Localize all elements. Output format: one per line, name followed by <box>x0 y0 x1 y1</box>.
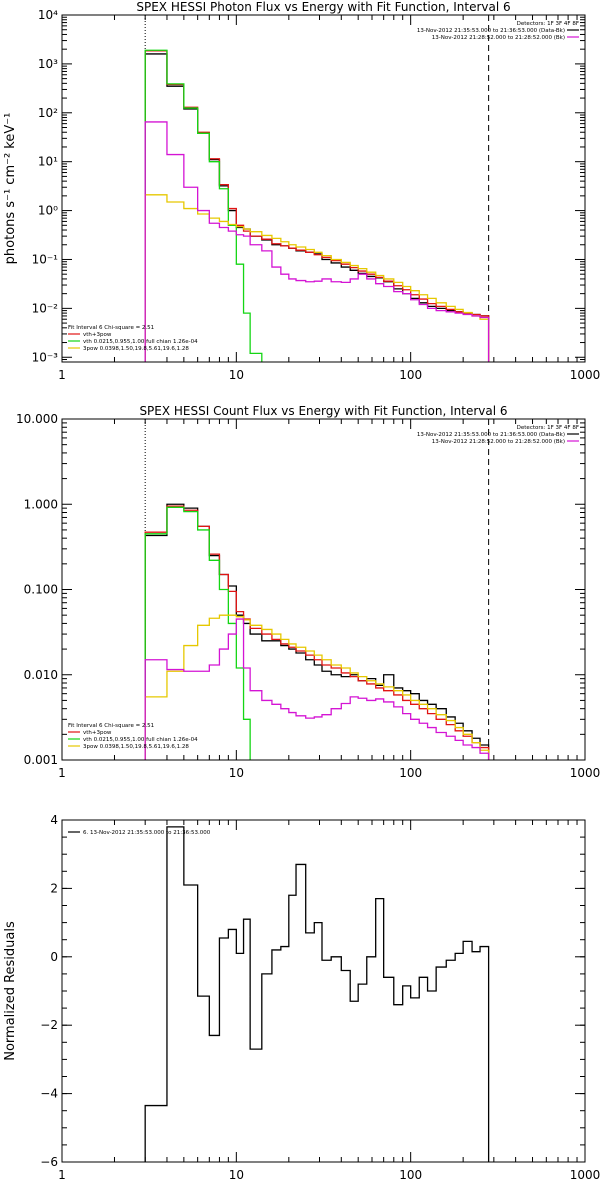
y-tick-label: 0.001 <box>24 753 58 767</box>
legend-fit-header: Fit Interval 6 Chi-square = 2.51 <box>68 325 154 331</box>
chart-title: SPEX HESSI Photon Flux vs Energy with Fi… <box>136 0 510 14</box>
series-group <box>144 49 490 362</box>
series-data <box>144 53 490 362</box>
legend-entry-label: 13-Nov-2012 21:35:53.000 to 21:36:53.000… <box>417 28 565 34</box>
series-group <box>144 503 490 760</box>
legend-entry-label: vth 0.0215,0.955,1.00 full chian 1.26e-0… <box>83 737 198 743</box>
y-tick-label: 0.010 <box>24 668 58 682</box>
y-tick-label: 10⁴ <box>38 8 58 22</box>
x-tick-label: 10 <box>229 766 244 780</box>
series-vth <box>144 49 263 362</box>
series-data <box>144 503 490 760</box>
x-tick-label: 1000 <box>570 368 600 382</box>
x-tick-label: 1000 <box>570 1168 600 1182</box>
plot-frame <box>61 14 586 363</box>
plot-frame <box>61 418 586 761</box>
chart-title: SPEX HESSI Count Flux vs Energy with Fit… <box>139 404 507 418</box>
series-group <box>144 826 490 1162</box>
legend-entry-label: vth+3pow <box>83 332 112 338</box>
y-tick-label: 10² <box>38 106 58 120</box>
series-3pow <box>144 614 490 760</box>
x-tick-label: 1000 <box>570 766 600 780</box>
x-tick-label: 1 <box>58 766 66 780</box>
legend-entry-label: 6. 13-Nov-2012 21:35:53.000 to 21:36:53.… <box>83 830 211 836</box>
x-tick-label: 1 <box>58 1168 66 1182</box>
plot-frame <box>61 819 586 1163</box>
chart-panel-count: SPEX HESSI Count Flux vs Energy with Fit… <box>16 404 600 780</box>
y-tick-label: 10⁻³ <box>32 350 59 364</box>
legend-entry-label: 13-Nov-2012 21:28:52.000 to 21:28:52.000… <box>432 35 565 41</box>
y-tick-label: 0.100 <box>24 583 58 597</box>
legend-entry-label: 3pow 0.0398,1.50,19.8,5.61,19.6,1.28 <box>83 744 189 750</box>
y-tick-label: 10¹ <box>38 155 58 169</box>
series-vth <box>144 506 251 760</box>
y-tick-label: 10³ <box>38 57 58 71</box>
legend-entry-label: vth 0.0215,0.955,1.00 full chian 1.26e-0… <box>83 339 198 345</box>
y-tick-label: 0 <box>50 950 58 964</box>
y-tick-label: 10.000 <box>16 412 58 426</box>
series-3pow <box>144 194 490 362</box>
y-tick-label: 10⁻¹ <box>32 252 59 266</box>
legend-detectors: Detectors: 1F 3F 4F 8F <box>517 21 579 27</box>
series-vth-3pow <box>144 505 490 760</box>
y-tick-label: −2 <box>40 1018 58 1032</box>
chart-panel-residuals: Normalized Residuals 1 10 100 1000 −6 −4 −2 0 2 4 6… <box>3 813 600 1182</box>
x-tick-label: 1 <box>58 368 66 382</box>
series-residuals <box>144 826 490 1162</box>
series-bk <box>144 618 490 760</box>
y-tick-label: 10⁻² <box>32 301 59 315</box>
legend-entry-label: 13-Nov-2012 21:35:53.000 to 21:36:53.000… <box>417 432 565 438</box>
legend-detectors: Detectors: 1F 3F 4F 8F <box>517 425 579 431</box>
legend-fit-header: Fit Interval 6 Chi-square = 2.51 <box>68 723 154 729</box>
y-axis-label: photons s⁻¹ cm⁻² keV⁻¹ <box>3 113 18 265</box>
legend-entry-label: 3pow 0.0398,1.50,19.8,5.61,19.6,1.28 <box>83 346 189 352</box>
y-tick-label: 1.000 <box>24 497 58 511</box>
x-tick-label: 10 <box>229 1168 244 1182</box>
y-tick-label: 4 <box>50 813 58 827</box>
legend-entry-label: 13-Nov-2012 21:28:52.000 to 21:28:52.000… <box>432 439 565 445</box>
y-tick-label: −6 <box>40 1155 58 1169</box>
series-bk <box>144 121 490 362</box>
x-tick-label: 100 <box>399 368 422 382</box>
x-tick-label: 100 <box>399 1168 422 1182</box>
y-tick-label: −4 <box>40 1087 58 1101</box>
x-tick-label: 10 <box>229 368 244 382</box>
y-tick-label: 2 <box>50 881 58 895</box>
y-axis-label: Normalized Residuals <box>3 921 18 1061</box>
legend-entry-label: vth+3pow <box>83 730 112 736</box>
x-tick-label: 100 <box>399 766 422 780</box>
y-tick-label: 10⁰ <box>38 204 58 218</box>
chart-panel-photon: SPEX HESSI Photon Flux vs Energy with Fi… <box>3 0 600 382</box>
